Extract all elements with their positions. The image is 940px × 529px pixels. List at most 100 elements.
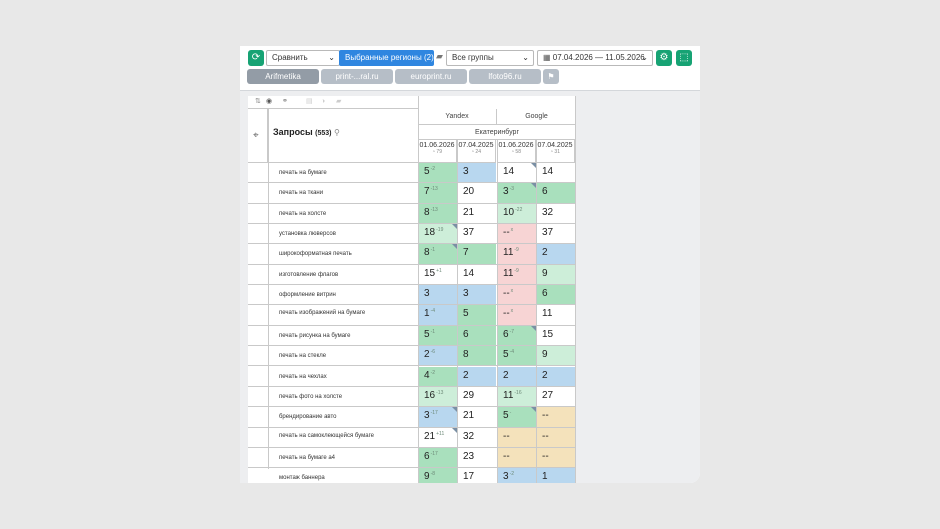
table-row[interactable]: печать на стекле 2-6 8 5-4 9: [248, 346, 576, 367]
date-header[interactable]: 07.04.2025 ◔ 24: [457, 140, 496, 163]
position-cell[interactable]: 16-13: [418, 386, 457, 407]
position-cell[interactable]: --: [536, 447, 575, 468]
groups-select[interactable]: Все группы ⌄: [446, 50, 534, 66]
position-cell[interactable]: 11: [536, 305, 575, 325]
refresh-button[interactable]: ⟳: [248, 50, 264, 66]
table-row[interactable]: печать на чехлах 4-2 2 2 2: [248, 366, 576, 387]
position-cell[interactable]: 14: [536, 163, 575, 183]
position-cell[interactable]: 11-9: [497, 264, 536, 285]
position-cell[interactable]: 1-4: [418, 305, 457, 325]
table-row[interactable]: монтаж баннера 9-8 17 3-2 1: [248, 468, 576, 483]
folder-icon[interactable]: ▰: [336, 98, 342, 105]
position-cell[interactable]: 4-2: [418, 366, 457, 386]
position-cell[interactable]: 3: [457, 285, 496, 305]
position-cell[interactable]: 6: [536, 285, 575, 305]
queries-header[interactable]: Запросы (553) ⚲: [273, 127, 340, 137]
project-tab-3[interactable]: europrint.ru: [395, 69, 467, 84]
position-cell[interactable]: --: [497, 447, 536, 468]
position-cell[interactable]: 20: [457, 183, 496, 203]
position-cell[interactable]: 11-16: [497, 386, 536, 407]
position-cell[interactable]: 37: [457, 224, 496, 244]
table-row[interactable]: изготовление флагов 15+1 14 11-9 9: [248, 264, 576, 286]
date-range-picker[interactable]: ▦ 07.04.2026 — 11.05.2026 ⌄: [537, 50, 653, 66]
position-cell[interactable]: --x: [497, 285, 536, 305]
position-cell[interactable]: --: [536, 427, 575, 447]
position-cell[interactable]: 17: [457, 468, 496, 483]
position-cell[interactable]: 14: [497, 163, 536, 183]
position-cell[interactable]: 14: [457, 264, 496, 285]
position-cell[interactable]: 3: [418, 285, 457, 305]
position-cell[interactable]: 2: [497, 366, 536, 386]
position-cell[interactable]: 3: [457, 163, 496, 183]
gear-icon[interactable]: ⚙: [656, 50, 672, 66]
position-cell[interactable]: --: [497, 427, 536, 447]
position-cell[interactable]: 5: [457, 305, 496, 325]
copy-icon[interactable]: ▤: [306, 98, 313, 105]
position-cell[interactable]: 7-13: [418, 183, 457, 203]
position-cell[interactable]: 2-6: [418, 346, 457, 366]
table-row[interactable]: печать рисунка на бумаге 5-1 6 6-7 15: [248, 325, 576, 347]
link-icon[interactable]: ⚭: [282, 98, 288, 105]
position-cell[interactable]: 7: [457, 244, 496, 264]
position-cell[interactable]: 32: [457, 427, 496, 447]
date-header[interactable]: 01.06.2026 ◔ 58: [497, 140, 536, 163]
position-cell[interactable]: 2: [457, 366, 496, 386]
position-cell[interactable]: --x: [497, 224, 536, 244]
sort-icon[interactable]: ⇅: [255, 98, 261, 105]
position-cell[interactable]: 5-1: [418, 325, 457, 346]
date-header[interactable]: 07.04.2025 ◔ 31: [536, 140, 575, 163]
project-tab-4[interactable]: lfoto96.ru: [469, 69, 541, 84]
position-cell[interactable]: 6-17: [418, 447, 457, 468]
table-row[interactable]: печать на ткани 7-13 20 3-3 6: [248, 183, 576, 204]
project-tab-2[interactable]: print-...ral.ru: [321, 69, 393, 84]
table-row[interactable]: печать изображений на бумаге 1-4 5 --x 11: [248, 305, 576, 326]
position-cell[interactable]: 5-2: [418, 163, 457, 183]
position-cell[interactable]: 15+1: [418, 264, 457, 285]
table-row[interactable]: брендирование авто 3-17 21 5- --: [248, 407, 576, 428]
position-cell[interactable]: 37: [536, 224, 575, 244]
regions-button[interactable]: Выбранные регионы (2): [339, 50, 434, 66]
project-tab-1[interactable]: Arifmetika: [247, 69, 319, 84]
position-cell[interactable]: 21: [457, 203, 496, 224]
position-cell[interactable]: 3-2: [497, 468, 536, 483]
position-cell[interactable]: 1: [536, 468, 575, 483]
position-cell[interactable]: 2: [536, 366, 575, 386]
position-cell[interactable]: 3-17: [418, 407, 457, 427]
date-header[interactable]: 01.06.2026 ◔ 79: [418, 140, 457, 163]
table-row[interactable]: оформление витрин 3 3 --x 6: [248, 285, 576, 306]
position-cell[interactable]: 9: [536, 264, 575, 285]
flag-icon[interactable]: ⚑: [543, 69, 559, 84]
position-cell[interactable]: 27: [536, 386, 575, 407]
position-cell[interactable]: 9: [536, 346, 575, 366]
table-row[interactable]: печать на самоклеющейся бумаге 21+11 32 -- -…: [248, 427, 576, 448]
table-row[interactable]: широкоформатная печать 8-1 7 11-9 2: [248, 244, 576, 265]
table-row[interactable]: установка люверсов 18-19 37 --x 37: [248, 224, 576, 245]
position-cell[interactable]: 5-: [497, 407, 536, 427]
target-icon[interactable]: ⌖: [253, 130, 259, 141]
position-cell[interactable]: 23: [457, 447, 496, 468]
table-row[interactable]: печать на бумаге 5-2 3 14 14: [248, 163, 576, 184]
position-cell[interactable]: 8: [457, 346, 496, 366]
table-row[interactable]: печать фото на холсте 16-13 29 11-16 27: [248, 386, 576, 408]
position-cell[interactable]: 21: [457, 407, 496, 427]
contrast-icon[interactable]: ◑: [321, 98, 326, 105]
search-icon[interactable]: ⚲: [334, 128, 340, 137]
table-row[interactable]: печать на бумаге а4 6-17 23 -- --: [248, 447, 576, 469]
position-cell[interactable]: --: [536, 407, 575, 427]
position-cell[interactable]: 2: [536, 244, 575, 264]
position-cell[interactable]: 6: [536, 183, 575, 203]
position-cell[interactable]: 32: [536, 203, 575, 224]
position-cell[interactable]: 8-13: [418, 203, 457, 224]
toggle-icon[interactable]: ◉: [266, 98, 273, 105]
position-cell[interactable]: 21+11: [418, 427, 457, 447]
position-cell[interactable]: 6: [457, 325, 496, 346]
compare-select[interactable]: Сравнить ⌄: [266, 50, 340, 66]
position-cell[interactable]: 8-1: [418, 244, 457, 264]
position-cell[interactable]: 5-4: [497, 346, 536, 366]
position-cell[interactable]: 29: [457, 386, 496, 407]
position-cell[interactable]: 6-7: [497, 325, 536, 346]
position-cell[interactable]: 3-3: [497, 183, 536, 203]
position-cell[interactable]: 9-8: [418, 468, 457, 483]
position-cell[interactable]: 18-19: [418, 224, 457, 244]
export-icon[interactable]: ⬚: [676, 50, 692, 66]
